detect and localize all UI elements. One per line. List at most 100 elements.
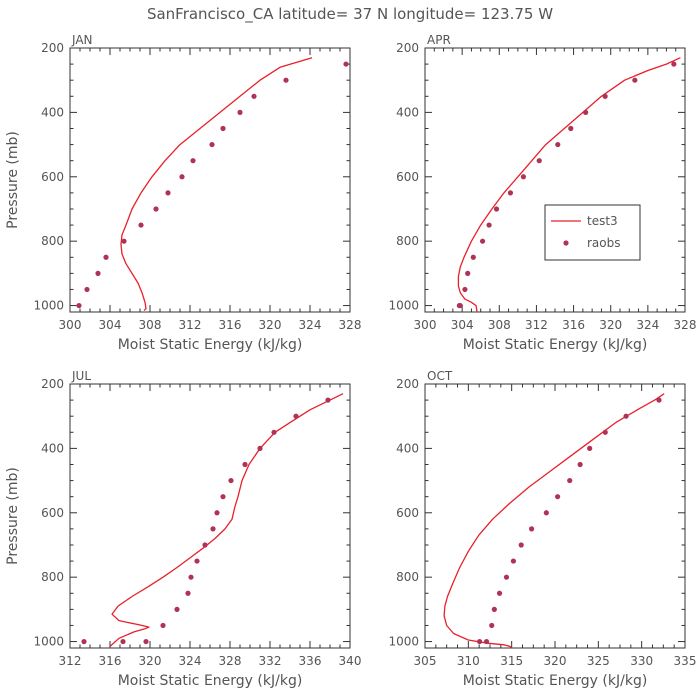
x-tick-label: 312 <box>179 318 202 332</box>
series-point-raobs <box>160 622 166 629</box>
series-point-raobs <box>491 606 497 612</box>
y-tick-label: 400 <box>396 441 419 455</box>
panels: JAN 300 304 308 312 316 320 324 328 200 400 600 800 1… <box>5 33 696 689</box>
series-point-raobs <box>465 270 471 276</box>
series-point-raobs <box>220 125 226 132</box>
panel-apr: APR 300 304 308 312 316 320 324 328 200 400 600 800 1… <box>388 33 696 353</box>
y-tick-label: 600 <box>396 170 419 184</box>
series-point-raobs <box>293 413 299 419</box>
y-tick-label: 600 <box>41 506 64 520</box>
x-axis-label: Moist Static Energy (kJ/kg) <box>118 673 303 689</box>
y-tick-label: 400 <box>396 105 419 119</box>
series-point-raobs <box>496 590 503 596</box>
series-line-test3 <box>109 393 344 647</box>
series-point-raobs <box>503 574 510 580</box>
y-tick-label: 1000 <box>33 299 64 313</box>
series-point-raobs <box>568 125 574 132</box>
panel-jan: JAN 300 304 308 312 316 320 324 328 200 400 600 800 1… <box>5 33 361 353</box>
series-point-raobs <box>493 206 500 212</box>
x-tick-label: 304 <box>451 318 474 332</box>
y-tick-label: 200 <box>41 41 64 55</box>
series-point-raobs <box>188 574 194 580</box>
x-tick-label: 304 <box>99 318 122 332</box>
x-tick-label: 328 <box>219 654 242 668</box>
x-tick-label: 324 <box>636 318 659 332</box>
y-tick-label: 600 <box>41 170 64 184</box>
x-tick-label: 336 <box>299 654 322 668</box>
series-point-raobs <box>271 429 277 435</box>
panel-jul: JUL 312 316 320 324 328 332 336 340 200 400 600 800 1… <box>5 369 361 689</box>
series-point-raobs <box>325 397 331 403</box>
x-axis-label: Moist Static Energy (kJ/kg) <box>118 337 303 353</box>
series-point-raobs <box>103 254 109 260</box>
x-axis-label: Moist Static Energy (kJ/kg) <box>463 673 648 689</box>
series-point-raobs <box>179 174 185 180</box>
x-tick-label: 312 <box>59 654 82 668</box>
series-point-raobs <box>587 445 593 451</box>
x-tick-label: 316 <box>219 318 242 332</box>
series-point-raobs <box>483 638 490 645</box>
series-point-raobs <box>479 238 486 244</box>
series-point-raobs <box>602 429 608 435</box>
series-point-raobs <box>81 638 87 645</box>
series-point-raobs <box>602 93 608 99</box>
x-tick-label: 316 <box>562 318 585 332</box>
series-point-raobs <box>190 158 196 164</box>
x-tick-label: 320 <box>259 318 282 332</box>
x-tick-label: 300 <box>59 318 82 332</box>
series-point-raobs <box>210 526 216 532</box>
legend-box <box>544 204 641 261</box>
series-point-raobs <box>529 526 535 532</box>
panel-oct: OCT 305 310 315 320 325 330 335 200 400 600 800 1000… <box>388 369 696 689</box>
y-tick-label: 800 <box>396 570 419 584</box>
x-tick-label: 332 <box>259 654 282 668</box>
series-point-raobs <box>456 302 462 309</box>
series-point-raobs <box>671 61 677 67</box>
series-point-raobs <box>143 638 149 645</box>
panel-title: JAN <box>71 33 93 47</box>
legend-label-obs: raobs <box>587 236 621 250</box>
y-tick-label: 1000 <box>388 635 419 649</box>
series-point-raobs <box>583 109 589 115</box>
series-point-raobs <box>121 238 127 244</box>
x-tick-label: 308 <box>488 318 511 332</box>
plot-frame <box>69 47 351 313</box>
x-tick-label: 320 <box>544 654 567 668</box>
x-tick-label: 320 <box>139 654 162 668</box>
series-point-raobs <box>486 222 492 228</box>
plot-frame <box>69 383 351 649</box>
series-point-raobs <box>567 477 573 484</box>
plot-frame <box>424 383 686 649</box>
series-point-raobs <box>656 397 662 403</box>
series-point-raobs <box>214 510 220 516</box>
series-point-raobs <box>84 286 90 293</box>
series-line-test3 <box>120 57 313 311</box>
series-point-raobs <box>194 558 200 564</box>
series-point-raobs <box>343 61 349 67</box>
x-tick-label: 335 <box>674 654 697 668</box>
series-point-raobs <box>165 190 171 196</box>
series-point-raobs <box>202 542 208 548</box>
series-point-raobs <box>520 174 527 180</box>
panel-title: OCT <box>427 369 453 383</box>
y-tick-label: 200 <box>396 377 419 391</box>
x-tick-label: 324 <box>299 318 322 332</box>
series-point-raobs <box>555 141 561 148</box>
series-point-raobs <box>228 477 234 484</box>
series-point-raobs <box>462 286 468 293</box>
y-tick-label: 400 <box>41 105 64 119</box>
y-tick-label: 800 <box>41 234 64 248</box>
series-line-test3 <box>443 393 665 649</box>
x-tick-label: 320 <box>599 318 622 332</box>
series-point-raobs <box>174 606 180 612</box>
series-point-raobs <box>251 93 257 99</box>
y-tick-label: 400 <box>41 441 64 455</box>
x-tick-label: 315 <box>500 654 523 668</box>
series-point-raobs <box>257 445 263 451</box>
series-point-raobs <box>555 494 561 500</box>
series-point-raobs <box>577 461 583 468</box>
x-tick-label: 330 <box>630 654 653 668</box>
x-tick-label: 325 <box>587 654 610 668</box>
series-point-raobs <box>220 494 226 500</box>
